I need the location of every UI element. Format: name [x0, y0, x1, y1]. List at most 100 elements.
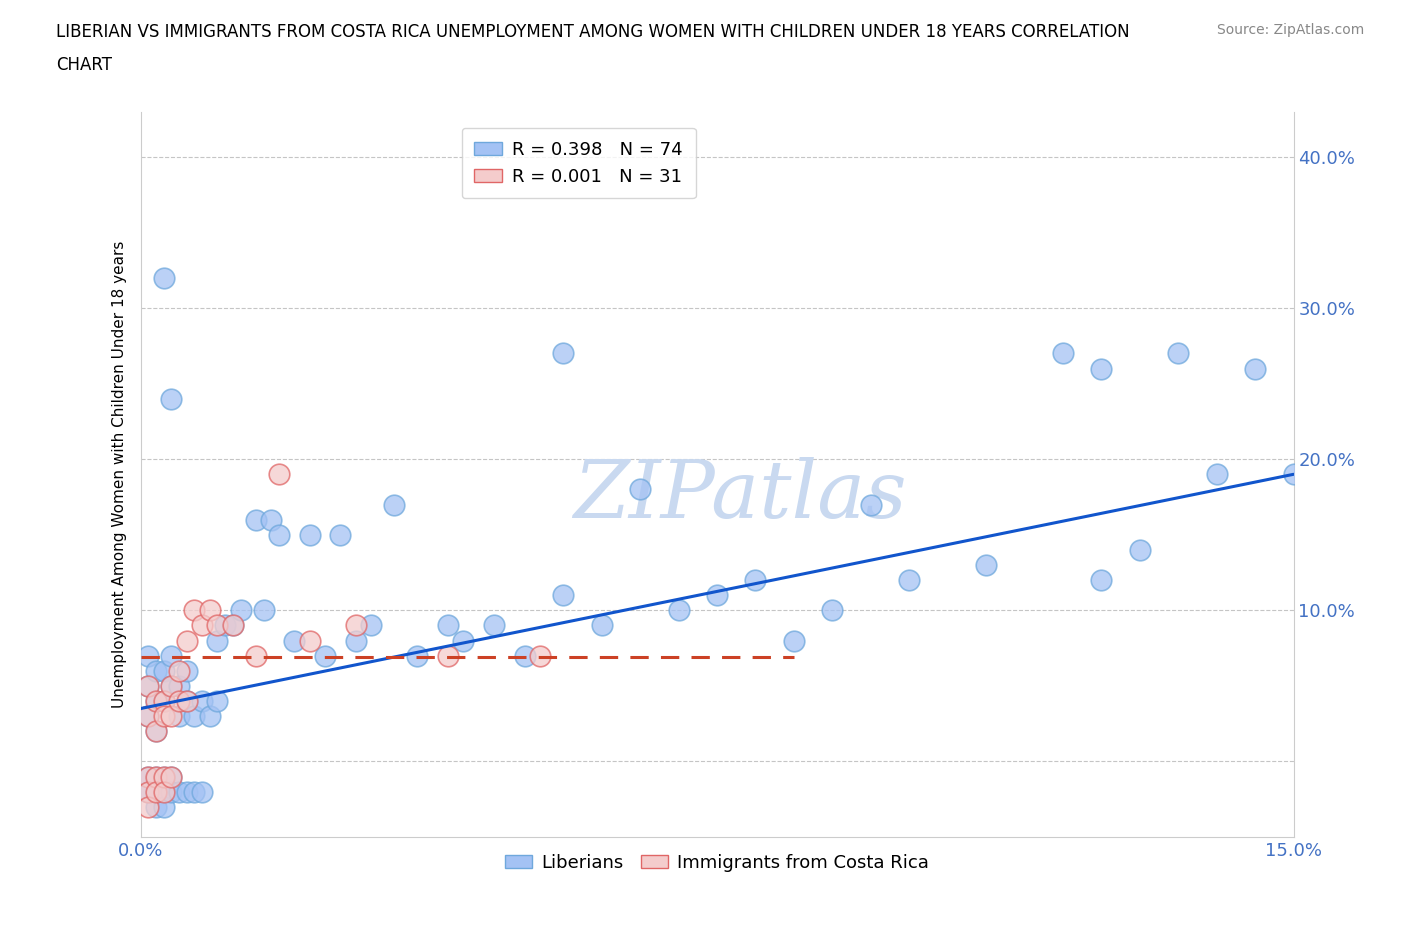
- Text: LIBERIAN VS IMMIGRANTS FROM COSTA RICA UNEMPLOYMENT AMONG WOMEN WITH CHILDREN UN: LIBERIAN VS IMMIGRANTS FROM COSTA RICA U…: [56, 23, 1130, 41]
- Point: [152, 694, 174, 709]
- Point: [145, 769, 167, 784]
- Point: [706, 588, 728, 603]
- Point: [360, 618, 382, 633]
- Point: [145, 769, 167, 784]
- Point: [553, 346, 575, 361]
- Point: [298, 527, 321, 542]
- Point: [176, 663, 198, 678]
- Point: [176, 694, 198, 709]
- Point: [437, 648, 460, 663]
- Point: [207, 618, 229, 633]
- Point: [152, 784, 174, 799]
- Point: [183, 709, 205, 724]
- Point: [382, 497, 405, 512]
- Point: [529, 648, 551, 663]
- Point: [783, 633, 806, 648]
- Point: [145, 694, 167, 709]
- Point: [183, 784, 205, 799]
- Point: [898, 573, 921, 588]
- Point: [1244, 361, 1267, 376]
- Point: [198, 709, 221, 724]
- Point: [245, 512, 267, 527]
- Point: [136, 679, 159, 694]
- Point: [437, 618, 460, 633]
- Point: [160, 784, 183, 799]
- Point: [167, 694, 190, 709]
- Point: [207, 633, 229, 648]
- Point: [1167, 346, 1189, 361]
- Point: [136, 679, 159, 694]
- Point: [136, 769, 159, 784]
- Point: [207, 694, 229, 709]
- Point: [136, 784, 159, 799]
- Point: [1090, 361, 1112, 376]
- Point: [314, 648, 336, 663]
- Point: [167, 709, 190, 724]
- Point: [344, 618, 367, 633]
- Text: CHART: CHART: [56, 56, 112, 73]
- Point: [1090, 573, 1112, 588]
- Point: [160, 769, 183, 784]
- Point: [145, 784, 167, 799]
- Point: [1205, 467, 1227, 482]
- Point: [628, 482, 651, 497]
- Point: [145, 694, 167, 709]
- Point: [136, 648, 159, 663]
- Point: [453, 633, 475, 648]
- Point: [668, 603, 690, 618]
- Point: [267, 527, 290, 542]
- Point: [152, 709, 174, 724]
- Point: [214, 618, 236, 633]
- Point: [245, 648, 267, 663]
- Point: [160, 769, 183, 784]
- Point: [744, 573, 766, 588]
- Point: [191, 694, 214, 709]
- Point: [252, 603, 274, 618]
- Point: [160, 648, 183, 663]
- Point: [136, 709, 159, 724]
- Point: [859, 497, 882, 512]
- Point: [160, 392, 183, 406]
- Point: [167, 679, 190, 694]
- Point: [222, 618, 245, 633]
- Point: [136, 769, 159, 784]
- Point: [136, 784, 159, 799]
- Point: [191, 618, 214, 633]
- Point: [344, 633, 367, 648]
- Point: [145, 724, 167, 738]
- Point: [152, 800, 174, 815]
- Point: [974, 558, 997, 573]
- Point: [167, 663, 190, 678]
- Point: [183, 603, 205, 618]
- Point: [176, 633, 198, 648]
- Text: Source: ZipAtlas.com: Source: ZipAtlas.com: [1216, 23, 1364, 37]
- Point: [160, 679, 183, 694]
- Point: [1129, 542, 1152, 557]
- Point: [160, 709, 183, 724]
- Point: [821, 603, 844, 618]
- Point: [191, 784, 214, 799]
- Text: ZIPatlas: ZIPatlas: [574, 458, 907, 535]
- Point: [145, 663, 167, 678]
- Point: [222, 618, 245, 633]
- Point: [482, 618, 505, 633]
- Point: [145, 800, 167, 815]
- Point: [176, 694, 198, 709]
- Point: [553, 588, 575, 603]
- Point: [198, 603, 221, 618]
- Point: [145, 724, 167, 738]
- Point: [329, 527, 352, 542]
- Point: [267, 467, 290, 482]
- Point: [591, 618, 613, 633]
- Point: [152, 769, 174, 784]
- Point: [152, 694, 174, 709]
- Point: [176, 784, 198, 799]
- Point: [152, 271, 174, 286]
- Point: [152, 784, 174, 799]
- Point: [283, 633, 305, 648]
- Point: [1052, 346, 1074, 361]
- Point: [152, 769, 174, 784]
- Point: [513, 648, 536, 663]
- Point: [260, 512, 283, 527]
- Point: [167, 784, 190, 799]
